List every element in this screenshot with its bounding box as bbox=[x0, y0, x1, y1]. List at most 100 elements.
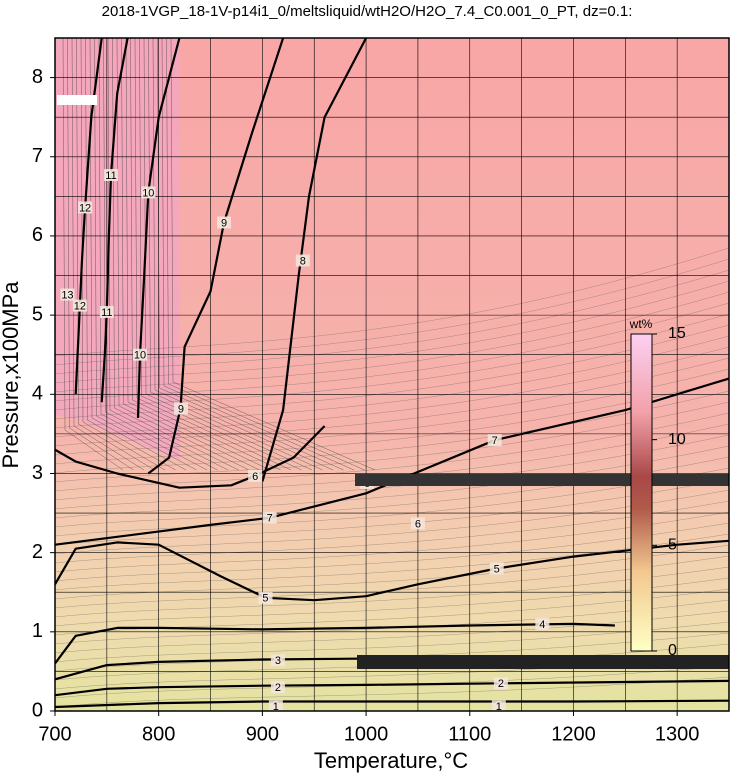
minor-contour bbox=[55, 335, 729, 429]
contour-label: 8 bbox=[300, 255, 306, 267]
y-tick-label: 6 bbox=[32, 224, 43, 246]
y-tick-label: 8 bbox=[32, 66, 43, 88]
contour-label-box bbox=[173, 402, 188, 415]
contour-label-box bbox=[491, 700, 506, 711]
colorbar bbox=[630, 333, 653, 652]
minor-contour bbox=[55, 533, 729, 591]
minor-contour bbox=[67, 38, 134, 471]
y-tick-label: 0 bbox=[32, 699, 43, 721]
contour-label-box bbox=[268, 700, 283, 711]
contour-label-box bbox=[99, 305, 114, 318]
minor-contour bbox=[55, 379, 729, 465]
minor-contour bbox=[55, 247, 729, 357]
minor-contour bbox=[55, 676, 729, 708]
minor-contour bbox=[55, 390, 729, 474]
minor-contour bbox=[55, 357, 729, 447]
dark-band bbox=[355, 474, 729, 486]
minor-contour bbox=[55, 599, 729, 645]
contour-label-box bbox=[410, 517, 425, 530]
minor-contour bbox=[55, 269, 729, 375]
contour-label-box bbox=[493, 677, 508, 690]
minor-contour bbox=[170, 38, 376, 471]
contour-label: 3 bbox=[275, 655, 281, 667]
x-tick-label: 1300 bbox=[655, 723, 700, 745]
minor-contour bbox=[55, 555, 729, 609]
contour-label: 11 bbox=[105, 170, 116, 182]
x-tick-label: 1000 bbox=[344, 723, 389, 745]
contour-label-box bbox=[103, 168, 118, 181]
contour-line bbox=[261, 38, 368, 482]
contour-label-box bbox=[78, 201, 93, 214]
contour-label: 2 bbox=[275, 682, 281, 694]
contour-label: 9 bbox=[221, 217, 227, 229]
contour-label-box bbox=[487, 434, 502, 447]
contour-line bbox=[147, 38, 285, 475]
minor-contour bbox=[55, 368, 729, 456]
minor-contour bbox=[71, 38, 145, 471]
contour-line bbox=[55, 539, 729, 602]
plot-frame bbox=[54, 37, 730, 712]
minor-contour bbox=[55, 665, 729, 699]
x-tick-label: 900 bbox=[246, 723, 279, 745]
minor-contour bbox=[166, 38, 365, 471]
contour-label-box bbox=[72, 299, 87, 312]
dark-band bbox=[357, 655, 729, 669]
minor-contour bbox=[55, 588, 729, 636]
x-tick-label: 700 bbox=[38, 723, 71, 745]
y-axis-label: Pressure,x100MPa bbox=[0, 281, 23, 469]
chart-title: 2018-1VGP_18-1V-p14i1_0/meltsliquid/wtH2… bbox=[102, 3, 633, 20]
colorbar-tick-label: 5 bbox=[668, 537, 677, 554]
contour-label-box bbox=[141, 186, 156, 199]
minor-contour bbox=[103, 38, 218, 471]
minor-contour bbox=[107, 38, 229, 471]
contour-label: 13 bbox=[61, 289, 73, 301]
contour-label: 12 bbox=[79, 202, 91, 214]
minor-contour bbox=[55, 522, 729, 582]
minor-contour bbox=[148, 38, 323, 471]
minor-contour bbox=[112, 38, 239, 471]
colorbar-label: wt% bbox=[629, 317, 653, 331]
y-tick-label: 1 bbox=[32, 620, 43, 642]
contour-label: 5 bbox=[494, 563, 500, 575]
y-tick-label: 4 bbox=[32, 383, 43, 405]
colorbar-tick-label: 10 bbox=[668, 431, 686, 448]
minor-contour bbox=[125, 38, 271, 471]
minor-contour bbox=[161, 38, 355, 471]
minor-contour bbox=[55, 423, 729, 501]
minor-contour bbox=[62, 38, 124, 471]
minor-contour bbox=[76, 38, 155, 471]
contour-label-box bbox=[270, 681, 285, 694]
x-tick-label: 800 bbox=[142, 723, 175, 745]
minor-contour bbox=[55, 489, 729, 555]
contour-label: 11 bbox=[101, 307, 112, 319]
minor-contour bbox=[55, 280, 729, 384]
contour-label: 1 bbox=[496, 701, 502, 713]
y-tick-label: 7 bbox=[32, 145, 43, 167]
minor-contour bbox=[89, 38, 187, 471]
y-tick-label: 2 bbox=[32, 541, 43, 563]
colorbar-tick-label: 15 bbox=[668, 325, 686, 342]
x-axis-label: Temperature,°C bbox=[314, 748, 468, 773]
minor-contour bbox=[139, 38, 302, 471]
contour-label-box bbox=[535, 617, 550, 630]
white-block bbox=[57, 95, 97, 105]
minor-contour bbox=[55, 511, 729, 573]
minor-contour bbox=[55, 313, 729, 411]
minor-contour bbox=[85, 38, 176, 471]
contour-label-box bbox=[133, 348, 148, 361]
contour-label-box bbox=[248, 469, 263, 482]
contour-label-box bbox=[262, 511, 277, 524]
minor-contour bbox=[116, 38, 250, 471]
minor-contour bbox=[55, 544, 729, 600]
minor-contour bbox=[121, 38, 260, 471]
contour-label: 2 bbox=[498, 678, 504, 690]
contour-line bbox=[136, 38, 181, 419]
contour-label-box bbox=[60, 288, 75, 301]
contour-label: 1 bbox=[273, 701, 279, 713]
minor-contour bbox=[55, 291, 729, 393]
minor-contour bbox=[55, 566, 729, 618]
minor-contour bbox=[55, 401, 729, 483]
contour-label: 4 bbox=[539, 619, 545, 631]
minor-contour bbox=[55, 467, 729, 537]
